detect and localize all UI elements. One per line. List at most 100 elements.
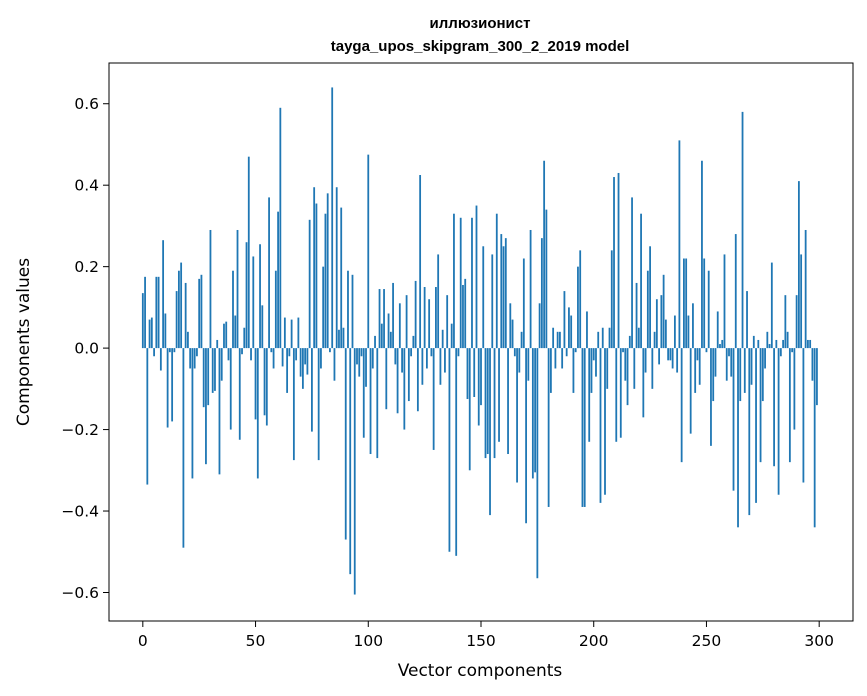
bar — [468, 348, 471, 471]
bar — [653, 331, 656, 349]
bar — [189, 348, 192, 369]
bar — [261, 305, 264, 349]
bar — [432, 348, 435, 450]
bar — [513, 348, 516, 357]
bar — [493, 348, 496, 459]
bar — [649, 246, 651, 349]
bar — [565, 348, 568, 357]
bar — [376, 348, 379, 459]
y-axis-label: Components values — [14, 258, 34, 426]
bar — [347, 270, 349, 349]
bar — [374, 335, 376, 349]
bar — [335, 187, 338, 349]
bar — [329, 348, 331, 353]
x-tick-label: 250 — [692, 632, 722, 650]
bar — [543, 160, 546, 349]
bar — [353, 348, 356, 595]
bar — [202, 348, 205, 408]
bar — [586, 311, 588, 349]
y-axis-ticks: −0.6 −0.4 −0.2 0.0 0.2 0.4 0.6 — [61, 95, 109, 602]
bar — [671, 348, 674, 369]
bar — [779, 348, 782, 357]
bar — [755, 348, 757, 503]
chart-title: иллюзионист — [430, 15, 531, 32]
bar — [559, 331, 561, 349]
bar — [272, 348, 275, 369]
bar — [804, 229, 807, 349]
bar — [703, 258, 706, 349]
bar — [263, 348, 266, 416]
bar — [592, 348, 595, 361]
bar — [320, 348, 322, 369]
bar — [412, 335, 415, 349]
bar — [486, 348, 489, 455]
bar — [662, 274, 665, 349]
bar — [338, 329, 340, 349]
bar — [168, 348, 171, 353]
bar — [797, 181, 800, 349]
bar — [628, 335, 631, 349]
bar — [214, 348, 216, 391]
bar — [604, 348, 606, 495]
bar — [232, 270, 234, 349]
bar — [405, 295, 408, 349]
bar — [545, 209, 548, 349]
bar — [243, 327, 246, 349]
bar — [583, 348, 586, 507]
bar — [480, 348, 482, 406]
bar — [342, 327, 345, 349]
bar — [385, 348, 388, 410]
bar — [238, 348, 241, 440]
bar — [637, 327, 640, 349]
bar — [498, 348, 500, 442]
bar — [236, 229, 239, 349]
bar — [590, 348, 593, 393]
y-tick-label: −0.2 — [61, 421, 99, 439]
bar — [811, 348, 814, 381]
bar — [809, 339, 812, 349]
bar — [606, 348, 609, 389]
bar — [166, 348, 169, 428]
bar — [450, 323, 453, 349]
bar — [247, 156, 250, 349]
bar — [365, 348, 367, 387]
bar — [362, 348, 365, 438]
bar — [534, 348, 537, 473]
bar — [220, 348, 223, 381]
bar — [155, 276, 158, 349]
bar — [484, 348, 487, 459]
bar — [394, 348, 397, 365]
y-tick-label: −0.4 — [61, 503, 99, 521]
bar — [175, 291, 178, 349]
bar — [281, 348, 284, 367]
bar — [701, 160, 703, 349]
bar — [489, 348, 491, 516]
bar — [290, 319, 293, 349]
bar — [344, 348, 347, 540]
bar — [191, 348, 194, 479]
bar — [655, 299, 658, 349]
bar — [301, 348, 304, 389]
bar — [712, 348, 715, 402]
bar — [306, 348, 309, 375]
x-tick-label: 50 — [246, 632, 266, 650]
bar — [252, 256, 255, 349]
bar — [225, 321, 228, 349]
bar — [719, 344, 721, 349]
bar — [315, 203, 318, 349]
bar — [802, 348, 805, 483]
bar — [784, 295, 787, 349]
bar — [520, 331, 523, 349]
bar — [193, 348, 196, 369]
bar — [256, 348, 259, 479]
bar — [786, 331, 789, 349]
bar — [495, 213, 498, 349]
bar — [423, 287, 426, 349]
bar — [144, 276, 146, 349]
bar — [644, 348, 647, 373]
bar — [716, 311, 719, 349]
bar — [491, 254, 494, 349]
bar — [360, 348, 363, 357]
bar — [622, 348, 624, 353]
